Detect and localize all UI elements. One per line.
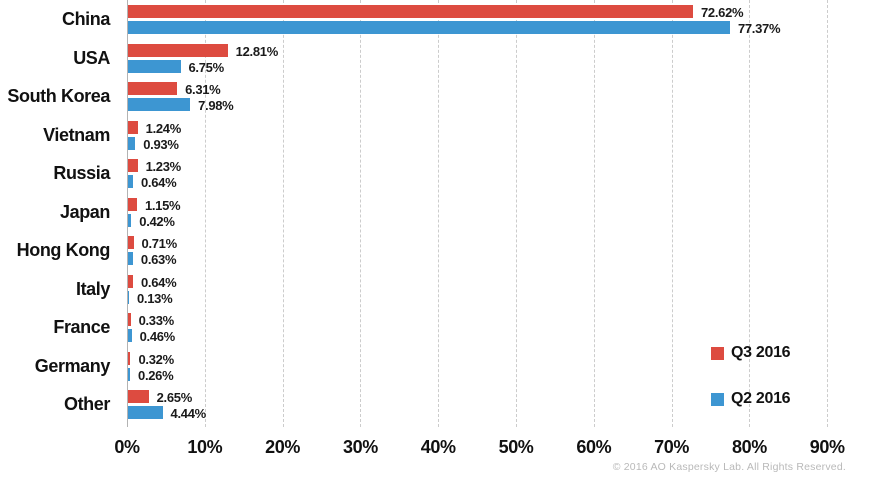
x-tick-label: 50% <box>498 437 534 457</box>
value-label: 77.37% <box>737 21 781 36</box>
bar <box>128 43 228 57</box>
value-label: 6.75% <box>188 59 225 75</box>
bar <box>128 159 138 172</box>
x-tick-label: 60% <box>576 437 612 457</box>
gridline <box>204 0 206 427</box>
bar <box>128 82 178 95</box>
bar <box>128 390 149 403</box>
category-label: Other <box>63 394 110 414</box>
legend-item: Q2 2016 <box>711 390 791 408</box>
bar <box>128 406 163 419</box>
category-label: France <box>53 317 110 337</box>
gridline <box>360 0 362 427</box>
category-label: Japan <box>59 201 110 222</box>
value-label: 0.93% <box>143 136 179 152</box>
category-label: Italy <box>75 278 110 299</box>
x-tick-label: 80% <box>731 437 767 457</box>
bar <box>128 236 134 249</box>
value-label: 0.13% <box>137 290 173 306</box>
bar <box>128 274 133 288</box>
value-label: 7.98% <box>198 98 234 113</box>
gridline <box>516 0 517 427</box>
category-label: Russia <box>53 163 110 183</box>
y-axis-line <box>127 0 128 427</box>
gridline <box>749 0 751 427</box>
value-label: 0.64% <box>140 274 177 290</box>
bar <box>128 59 181 73</box>
bar <box>128 313 131 326</box>
x-tick-label: 40% <box>420 437 456 457</box>
value-label: 4.44% <box>170 406 207 421</box>
gridline <box>282 0 284 427</box>
copyright-text: © 2016 AO Kaspersky Lab. All Rights Rese… <box>612 461 846 473</box>
plot-area: 72.62% 77.37% 12.81% 6.75% 6.31% 7.98% 1.24% 0.… <box>127 0 888 427</box>
bar <box>128 98 191 111</box>
bar <box>128 351 131 365</box>
x-tick-label: 20% <box>265 437 300 457</box>
bar <box>128 21 730 34</box>
bar <box>128 136 136 150</box>
value-label: 0.33% <box>138 313 175 328</box>
gridline <box>827 0 829 427</box>
gridline <box>593 0 595 427</box>
gridline <box>438 0 440 427</box>
value-label: 1.24% <box>145 120 182 136</box>
x-tick-label: 10% <box>187 437 223 457</box>
value-label: 2.65% <box>156 390 193 405</box>
category-label: Germany <box>34 355 111 376</box>
value-label: 0.71% <box>141 236 178 251</box>
value-label: 0.42% <box>139 213 175 229</box>
bar <box>128 5 693 18</box>
bar <box>128 290 129 304</box>
bar <box>128 213 132 227</box>
category-label: China <box>61 9 110 29</box>
x-tick-label: 30% <box>342 437 378 457</box>
value-label: 1.15% <box>144 197 181 213</box>
gridline <box>671 0 673 427</box>
category-label: South Korea <box>7 86 110 106</box>
value-label: 0.26% <box>138 367 174 383</box>
value-label: 6.31% <box>185 82 221 97</box>
value-label: 0.63% <box>140 252 177 267</box>
legend-item: Q3 2016 <box>711 344 791 362</box>
value-label: 0.32% <box>138 351 174 367</box>
value-label: 12.81% <box>235 43 279 59</box>
bar <box>128 197 137 211</box>
bar <box>128 120 138 134</box>
x-tick-label: 90% <box>809 437 845 457</box>
legend-label: Q3 2016 <box>731 344 791 361</box>
bar <box>128 175 133 188</box>
bar <box>128 252 133 265</box>
legend-label: Q2 2016 <box>731 390 791 407</box>
value-label: 0.46% <box>139 329 176 344</box>
legend-swatch <box>711 392 724 406</box>
x-tick-label: 0% <box>114 437 140 457</box>
value-label: 72.62% <box>700 5 744 20</box>
value-label: 0.64% <box>140 175 177 190</box>
value-label: 1.23% <box>145 159 182 174</box>
bar <box>128 367 131 381</box>
x-tick-label: 70% <box>654 437 689 457</box>
legend-swatch <box>711 346 724 360</box>
bar <box>128 329 132 342</box>
category-label: Vietnam <box>43 124 110 145</box>
category-label: Hong Kong <box>16 240 111 260</box>
category-label: USA <box>73 47 110 68</box>
